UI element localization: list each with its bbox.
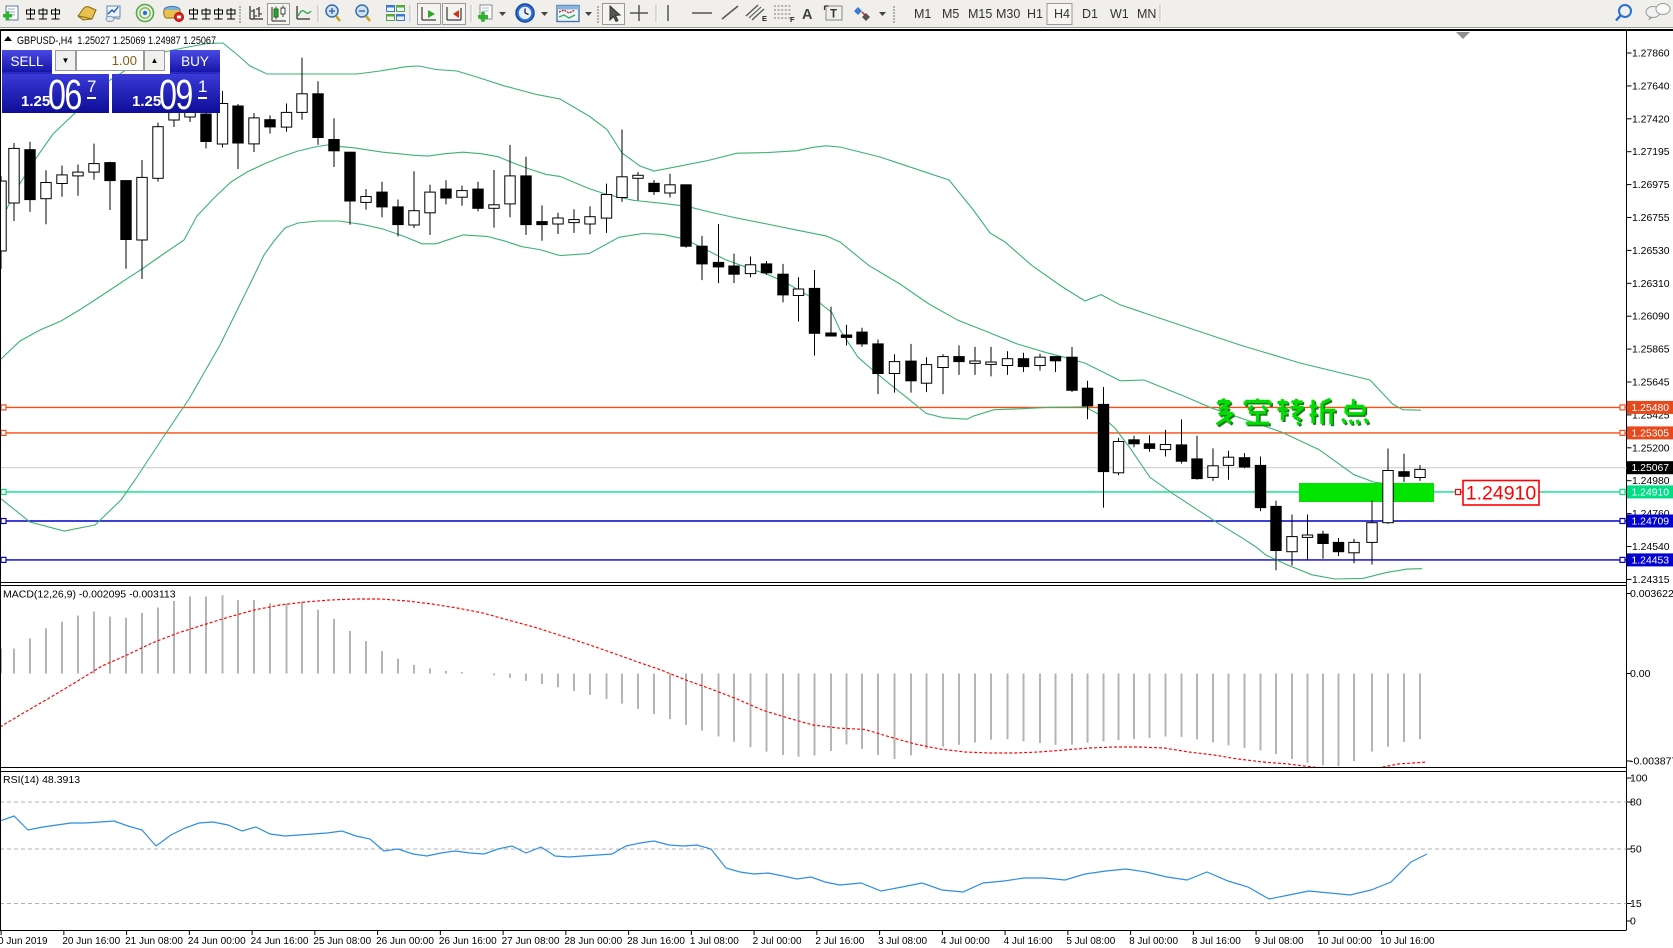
svg-text:4 Jul 00:00: 4 Jul 00:00	[941, 936, 990, 947]
svg-text:1.24910: 1.24910	[1466, 483, 1537, 505]
svg-text:8 Jul 00:00: 8 Jul 00:00	[1129, 936, 1178, 947]
svg-text:4 Jul 16:00: 4 Jul 16:00	[1004, 936, 1053, 947]
svg-text:1.24910: 1.24910	[1632, 487, 1670, 498]
svg-text:1.25305: 1.25305	[1632, 428, 1670, 439]
svg-text:9 Jul 08:00: 9 Jul 08:00	[1255, 936, 1304, 947]
svg-text:M15: M15	[968, 7, 992, 21]
svg-text:M1: M1	[914, 7, 931, 21]
svg-text:1.25200: 1.25200	[1632, 443, 1670, 454]
svg-text:T: T	[830, 9, 837, 21]
svg-text:1.24980: 1.24980	[1632, 476, 1670, 487]
svg-text:28 Jun 16:00: 28 Jun 16:00	[627, 936, 685, 947]
svg-text:F: F	[790, 15, 795, 24]
svg-text:100: 100	[1630, 773, 1648, 785]
svg-text:E: E	[762, 14, 767, 23]
svg-text:20 Jun 16:00: 20 Jun 16:00	[62, 936, 120, 947]
svg-text:A: A	[802, 7, 813, 23]
svg-text:50: 50	[1630, 844, 1642, 856]
svg-text:24 Jun 16:00: 24 Jun 16:00	[251, 936, 309, 947]
svg-text:24 Jun 00:00: 24 Jun 00:00	[188, 936, 246, 947]
svg-text:1.25645: 1.25645	[1632, 378, 1670, 389]
svg-text:27 Jun 08:00: 27 Jun 08:00	[502, 936, 560, 947]
svg-text:1.25865: 1.25865	[1632, 345, 1670, 356]
svg-text:1.26310: 1.26310	[1632, 279, 1670, 290]
svg-text:1.27640: 1.27640	[1632, 81, 1670, 92]
svg-text:26 Jun 16:00: 26 Jun 16:00	[439, 936, 497, 947]
svg-text:28 Jun 00:00: 28 Jun 00:00	[564, 936, 622, 947]
svg-text:1 Jul 08:00: 1 Jul 08:00	[690, 936, 739, 947]
svg-text:8 Jul 16:00: 8 Jul 16:00	[1192, 936, 1241, 947]
svg-text:RSI(14) 48.3913: RSI(14) 48.3913	[3, 774, 80, 786]
svg-text:1.27860: 1.27860	[1632, 49, 1670, 60]
svg-text:M5: M5	[942, 7, 959, 21]
svg-text:25 Jun 08:00: 25 Jun 08:00	[313, 936, 371, 947]
svg-text:W1: W1	[1110, 7, 1129, 21]
svg-text:1.26755: 1.26755	[1632, 213, 1670, 224]
svg-text:GBPUSD-,H4 1.25027 1.25069 1.: GBPUSD-,H4 1.25027 1.25069 1.24987 1.250…	[17, 35, 216, 47]
svg-text:1.27420: 1.27420	[1632, 114, 1670, 125]
svg-text:10 Jul 00:00: 10 Jul 00:00	[1317, 936, 1372, 947]
svg-text:5 Jul 08:00: 5 Jul 08:00	[1066, 936, 1115, 947]
svg-text:2 Jul 00:00: 2 Jul 00:00	[753, 936, 802, 947]
svg-text:M30: M30	[996, 7, 1020, 21]
svg-text:1.24540: 1.24540	[1632, 542, 1670, 553]
svg-text:-0.003877: -0.003877	[1630, 756, 1673, 768]
svg-text:26 Jun 00:00: 26 Jun 00:00	[376, 936, 434, 947]
svg-text:1.24315: 1.24315	[1632, 575, 1670, 586]
svg-text:H4: H4	[1054, 7, 1070, 21]
svg-text:1.26530: 1.26530	[1632, 246, 1670, 257]
svg-text:0.00: 0.00	[1630, 668, 1651, 680]
svg-text:1.25067: 1.25067	[1632, 463, 1670, 474]
svg-text:80: 80	[1630, 797, 1642, 809]
svg-text:1.24709: 1.24709	[1632, 517, 1670, 528]
svg-text:21 Jun 08:00: 21 Jun 08:00	[125, 936, 183, 947]
svg-text:1.26975: 1.26975	[1632, 180, 1670, 191]
svg-text:20 Jun 2019: 20 Jun 2019	[0, 936, 48, 947]
svg-text:15: 15	[1630, 898, 1642, 910]
svg-text:MN: MN	[1137, 7, 1156, 21]
svg-text:H1: H1	[1027, 7, 1043, 21]
svg-text:0: 0	[1630, 916, 1636, 928]
svg-text:D1: D1	[1082, 7, 1098, 21]
svg-text:1.27195: 1.27195	[1632, 147, 1670, 158]
svg-text:1.25425: 1.25425	[1632, 410, 1670, 421]
svg-text:MACD(12,26,9) -0.002095 -0.003: MACD(12,26,9) -0.002095 -0.003113	[3, 589, 176, 601]
svg-text:2 Jul 16:00: 2 Jul 16:00	[815, 936, 864, 947]
svg-text:3 Jul 08:00: 3 Jul 08:00	[878, 936, 927, 947]
svg-text:10 Jul 16:00: 10 Jul 16:00	[1380, 936, 1435, 947]
svg-text:1.25480: 1.25480	[1632, 403, 1670, 414]
svg-text:1.24453: 1.24453	[1632, 555, 1670, 566]
svg-text:1.26090: 1.26090	[1632, 312, 1670, 323]
svg-text:0.003622: 0.003622	[1630, 588, 1673, 600]
